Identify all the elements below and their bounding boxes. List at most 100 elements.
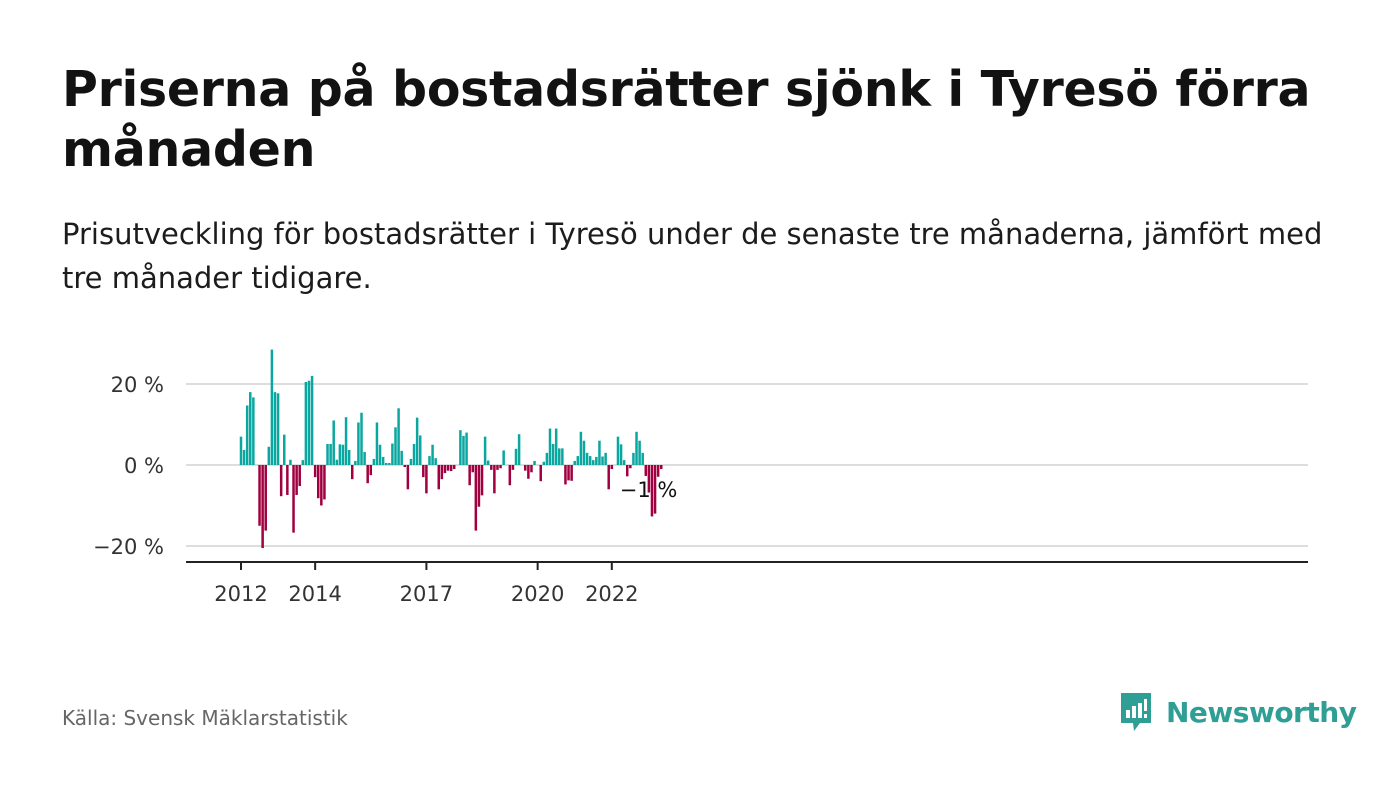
newsworthy-logo[interactable]: Newsworthy bbox=[1118, 690, 1357, 734]
bar bbox=[616, 436, 620, 465]
bar bbox=[307, 380, 311, 465]
bar bbox=[561, 448, 564, 465]
bar bbox=[483, 436, 487, 465]
bar bbox=[366, 465, 369, 484]
bar bbox=[403, 465, 407, 468]
bar bbox=[527, 465, 530, 479]
bar bbox=[375, 422, 379, 465]
bar bbox=[477, 465, 481, 507]
bar bbox=[249, 392, 252, 465]
bar bbox=[335, 459, 339, 465]
bar bbox=[270, 349, 274, 465]
bar bbox=[372, 458, 376, 465]
bar bbox=[641, 452, 644, 465]
bar bbox=[283, 434, 286, 465]
bar bbox=[511, 465, 515, 470]
bar bbox=[592, 460, 595, 465]
bar bbox=[400, 450, 403, 465]
bar bbox=[245, 405, 249, 465]
bar bbox=[554, 428, 558, 465]
y-tick-label: 0 % bbox=[124, 454, 164, 478]
bar bbox=[301, 460, 305, 465]
bar bbox=[313, 465, 317, 478]
bar bbox=[267, 446, 271, 465]
bar bbox=[570, 465, 573, 481]
bar bbox=[530, 465, 533, 473]
source-note: Källa: Svensk Mäklarstatistik bbox=[62, 706, 348, 730]
bar bbox=[471, 465, 474, 473]
bar bbox=[632, 452, 635, 465]
bar bbox=[239, 436, 243, 465]
bar bbox=[567, 465, 570, 481]
annotation-bg bbox=[615, 477, 638, 503]
bar bbox=[418, 435, 422, 465]
bar bbox=[582, 440, 586, 465]
bar bbox=[656, 465, 660, 477]
bar bbox=[329, 443, 332, 465]
bar bbox=[545, 452, 549, 465]
bar bbox=[446, 465, 450, 471]
bar bbox=[462, 435, 465, 465]
newsworthy-logo-icon bbox=[1121, 693, 1151, 731]
bar-chart: 20 % 0 % −20 % 2012 2014 2017 2020 2022 −1 % bbox=[93, 349, 1308, 606]
bar bbox=[607, 465, 610, 490]
bar bbox=[317, 465, 320, 499]
bar bbox=[517, 434, 521, 465]
bar bbox=[261, 465, 264, 549]
bar bbox=[388, 462, 391, 465]
bar bbox=[539, 465, 542, 482]
bar bbox=[369, 465, 373, 476]
bar bbox=[508, 465, 512, 486]
bar bbox=[564, 465, 567, 485]
bar bbox=[588, 456, 592, 465]
bar bbox=[626, 465, 629, 477]
bar bbox=[338, 444, 342, 465]
bar bbox=[619, 444, 623, 465]
bar bbox=[310, 375, 314, 465]
bar bbox=[350, 465, 354, 480]
bar bbox=[286, 465, 289, 495]
bar bbox=[610, 465, 614, 470]
bar bbox=[258, 465, 261, 526]
bar bbox=[273, 392, 277, 465]
bar bbox=[397, 408, 400, 465]
bar bbox=[279, 465, 283, 497]
bar bbox=[490, 465, 493, 470]
bar bbox=[347, 450, 351, 465]
bar bbox=[493, 465, 496, 494]
bar bbox=[576, 456, 580, 465]
bar bbox=[434, 458, 437, 465]
bar bbox=[264, 465, 267, 531]
bar bbox=[384, 462, 388, 465]
bar bbox=[585, 452, 589, 465]
bar bbox=[486, 460, 490, 465]
bar bbox=[252, 397, 255, 465]
bar bbox=[644, 465, 648, 476]
bar bbox=[622, 460, 626, 465]
bars bbox=[239, 349, 663, 549]
bar bbox=[496, 465, 499, 470]
x-tick-label: 2014 bbox=[288, 582, 341, 606]
x-tick-label: 2012 bbox=[214, 582, 267, 606]
bar bbox=[573, 460, 576, 465]
bar bbox=[449, 465, 453, 472]
bar bbox=[292, 465, 295, 533]
bar bbox=[558, 448, 561, 465]
annotation: −1 % bbox=[615, 477, 677, 503]
bar bbox=[595, 456, 598, 465]
bar bbox=[326, 443, 329, 465]
bar bbox=[332, 420, 335, 465]
bar bbox=[533, 460, 536, 465]
bar bbox=[499, 465, 502, 469]
y-tick-label: −20 % bbox=[93, 535, 164, 559]
bar bbox=[465, 432, 468, 465]
bar bbox=[320, 465, 323, 506]
bar bbox=[502, 450, 505, 465]
bar bbox=[659, 465, 663, 470]
bar bbox=[542, 461, 546, 465]
bar bbox=[452, 465, 456, 470]
bar bbox=[647, 465, 651, 493]
x-axis: 2012 2014 2017 2020 2022 bbox=[186, 561, 1308, 606]
bar bbox=[653, 465, 657, 514]
bar bbox=[425, 465, 428, 494]
